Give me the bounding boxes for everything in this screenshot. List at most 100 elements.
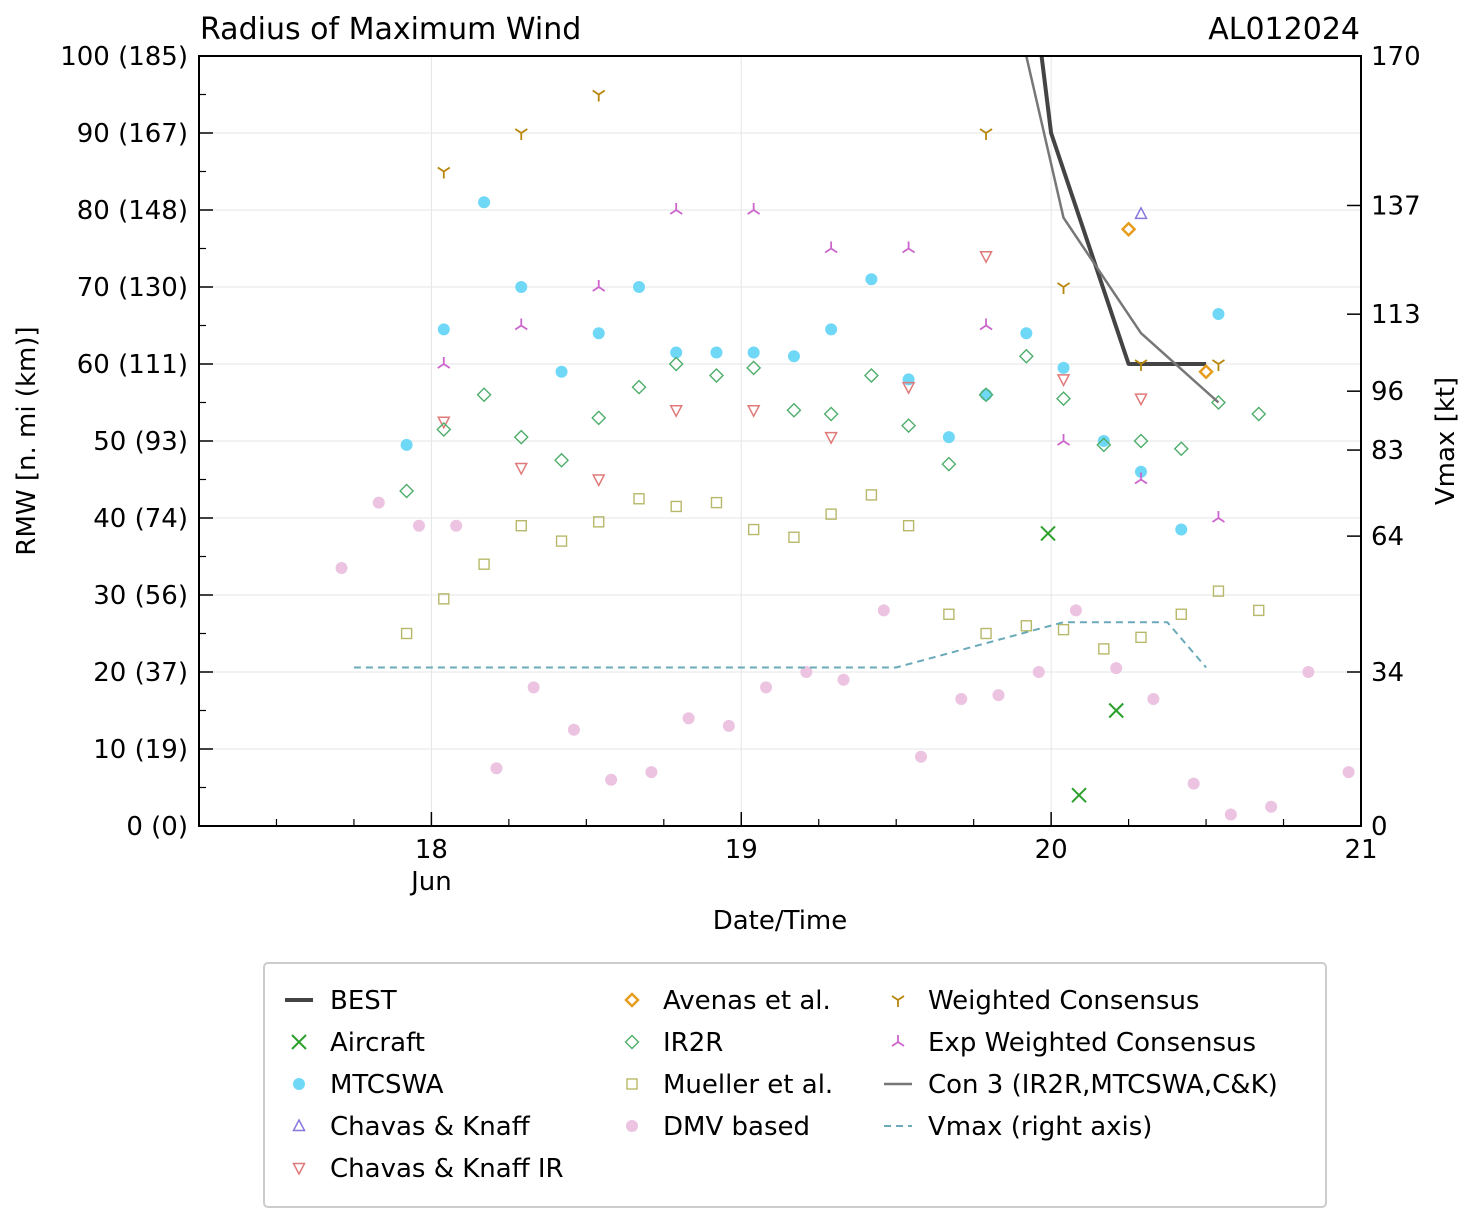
square-marker-shape	[1020, 620, 1033, 632]
data-point	[527, 681, 540, 694]
data-point	[1020, 327, 1033, 340]
legend-swatch	[624, 1034, 640, 1050]
series-mueller-et-al	[400, 489, 1265, 655]
dot-marker-shape	[1342, 766, 1355, 779]
dot-marker-shape	[567, 723, 580, 736]
triangle-marker-shape	[669, 404, 683, 418]
dot-marker-shape	[515, 281, 528, 293]
tri-marker-shape	[747, 203, 761, 215]
data-point	[1211, 511, 1225, 523]
dot-marker-shape	[955, 692, 968, 705]
data-point	[633, 281, 646, 293]
data-point	[746, 360, 762, 376]
data-point	[877, 604, 890, 617]
triangle-marker-shape	[292, 1162, 306, 1176]
data-point	[708, 368, 724, 384]
square-marker-shape	[626, 1078, 638, 1090]
data-point	[1302, 666, 1315, 678]
diamond-marker-shape	[1056, 391, 1072, 407]
data-point	[567, 723, 580, 736]
dot-marker-shape	[787, 350, 800, 363]
dot-marker-shape	[437, 323, 450, 336]
square-marker-shape	[1212, 585, 1225, 597]
triangle-marker-shape	[437, 416, 451, 430]
tri-marker-shape	[891, 995, 905, 1007]
legend-box	[263, 962, 1327, 1208]
series-chavas-knaff-ir	[437, 250, 1148, 488]
square-marker-shape	[1175, 608, 1187, 620]
tri-marker-shape	[1134, 472, 1148, 485]
data-point	[605, 773, 618, 786]
tri-marker-shape	[1057, 282, 1071, 294]
diamond-marker-shape	[1251, 406, 1267, 422]
legend-item: BEST	[285, 986, 397, 1016]
dot-marker-shape	[1057, 361, 1070, 374]
series-best	[1039, 56, 1207, 366]
y2-tick-label: 0	[1371, 812, 1388, 842]
square-marker-shape	[478, 558, 490, 570]
series-line	[1025, 56, 1220, 404]
series-vmax-right-axis	[353, 621, 1207, 669]
diamond-marker-shape	[513, 429, 529, 445]
tri-marker-shape	[979, 318, 993, 331]
data-point	[514, 318, 528, 331]
data-point	[1098, 643, 1110, 655]
dot-marker-shape	[1069, 604, 1082, 617]
diamond-marker-shape	[863, 368, 879, 384]
tri-marker-shape	[514, 128, 528, 140]
x-marker-shape	[1108, 702, 1124, 719]
legend-label: MTCSWA	[330, 1070, 444, 1100]
data-point	[592, 280, 606, 292]
dot-marker-shape	[1020, 327, 1033, 340]
data-point	[1018, 348, 1034, 364]
data-point	[1198, 363, 1214, 380]
data-point	[1040, 525, 1056, 542]
grid	[199, 55, 1362, 827]
data-point	[555, 535, 568, 547]
y-tick-label: 0 (0)	[126, 812, 188, 842]
y-tick-label: 90 (167)	[77, 119, 188, 149]
data-point	[824, 431, 838, 445]
legend-label: Exp Weighted Consensus	[928, 1028, 1256, 1058]
y-tick-label: 20 (37)	[93, 658, 188, 688]
series-aircraft	[1040, 525, 1124, 803]
legend-swatch	[293, 1078, 305, 1090]
legend-item: IR2R	[624, 1028, 723, 1058]
y2-tick-label: 34	[1371, 658, 1404, 688]
data-point	[747, 346, 760, 359]
diamond-marker-shape	[554, 452, 570, 468]
tri-marker-shape	[1211, 511, 1225, 523]
data-point	[645, 766, 658, 779]
legend-swatch	[291, 1034, 307, 1050]
x-tick-sublabel: Jun	[409, 867, 452, 897]
dot-marker-shape	[413, 519, 426, 532]
chart-title: Radius of Maximum Wind	[200, 12, 581, 47]
data-point	[438, 593, 450, 605]
data-point	[863, 368, 879, 384]
data-point	[669, 404, 683, 418]
legend-swatch	[624, 992, 640, 1008]
dot-marker-shape	[1187, 777, 1200, 790]
data-point	[1056, 391, 1072, 407]
data-point	[490, 762, 503, 775]
data-point	[746, 404, 761, 418]
y2-tick-label: 83	[1371, 436, 1404, 466]
legend-item: Con 3 (IR2R,MTCSWA,C&K)	[884, 1070, 1278, 1100]
dot-marker-shape	[670, 346, 683, 359]
x-tick-label: 20	[1035, 835, 1068, 865]
plot-series	[335, 56, 1355, 821]
dot-marker-shape	[1134, 465, 1147, 478]
data-point	[865, 273, 878, 286]
data-point	[902, 241, 916, 254]
y-tick-label: 60 (111)	[77, 350, 188, 380]
tri-marker-shape	[669, 203, 683, 215]
legend-label: Con 3 (IR2R,MTCSWA,C&K)	[928, 1070, 1278, 1100]
legend-item: Mueller et al.	[626, 1070, 833, 1100]
data-point	[436, 421, 452, 437]
data-point	[515, 281, 528, 293]
y-tick-label: 40 (74)	[93, 504, 188, 534]
tri-marker-shape	[437, 357, 451, 369]
data-point	[1057, 623, 1070, 636]
y-tick-label: 80 (148)	[77, 196, 188, 226]
square-marker-shape	[1253, 604, 1265, 617]
